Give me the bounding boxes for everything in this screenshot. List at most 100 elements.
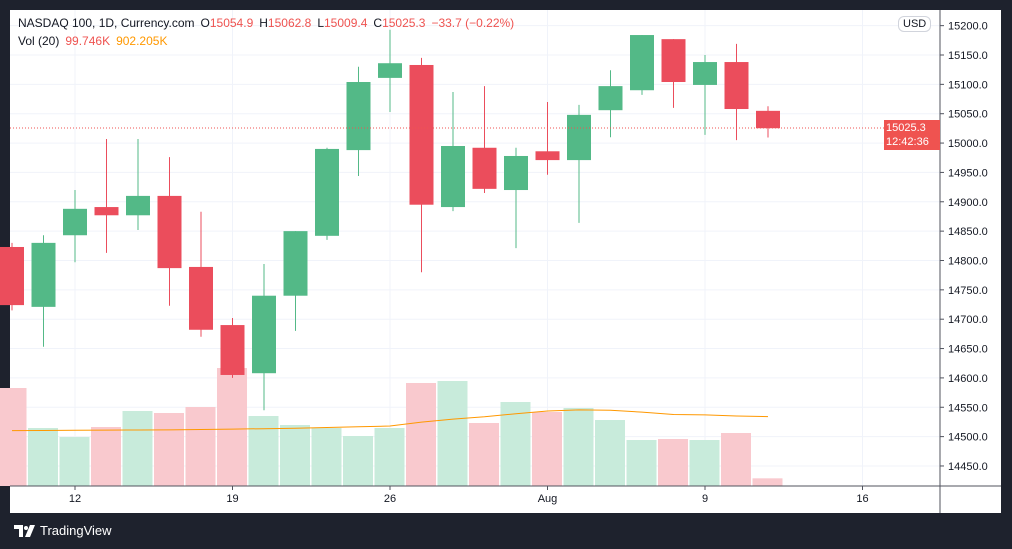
- price-tick-label: 14650.0: [948, 344, 988, 356]
- candle-body: [315, 148, 339, 236]
- candle: [63, 190, 87, 263]
- volume-title[interactable]: Vol (20): [18, 34, 60, 48]
- close-label: C: [373, 16, 383, 30]
- candles: [0, 29, 780, 411]
- close-value: 15025.3: [382, 16, 426, 30]
- candle: [409, 57, 434, 273]
- candle-body: [378, 63, 402, 78]
- ohlc-legend: NASDAQ 100, 1D, Currency.com O15054.9 H150…: [18, 16, 520, 30]
- volume-bar: [374, 428, 405, 486]
- volume-bar: [658, 439, 688, 486]
- volume-bar: [563, 408, 594, 486]
- price-tick-label: 14850.0: [948, 226, 988, 238]
- candle: [31, 235, 56, 347]
- candle-body: [31, 242, 56, 307]
- candle-body: [598, 86, 623, 111]
- tradingview-logo-icon: [14, 524, 35, 537]
- volume-bar: [343, 436, 373, 486]
- time-tick-label: 16: [856, 493, 868, 505]
- last-price-value: 15025.3: [886, 122, 926, 134]
- candle-body: [441, 146, 465, 208]
- candle-body: [0, 246, 24, 306]
- last-price-label: 15025.3 12:42:36: [884, 120, 940, 150]
- time-tick-label: 19: [226, 493, 238, 505]
- volume-bar: [154, 413, 184, 486]
- candle-body: [126, 195, 150, 216]
- price-tick-label: 14800.0: [948, 255, 988, 267]
- low-value: 15009.4: [324, 16, 368, 30]
- volume-bar: [311, 428, 342, 486]
- price-tick-label: 14900.0: [948, 197, 988, 209]
- volume-bar: [500, 402, 531, 486]
- candle: [630, 35, 654, 95]
- candle-body: [94, 207, 119, 216]
- volume-bar: [280, 425, 310, 486]
- volume-bar: [595, 420, 625, 486]
- volume-value: 99.746K: [65, 34, 111, 48]
- candle-body: [630, 35, 654, 91]
- candle-body: [661, 39, 686, 83]
- volume-bar: [721, 433, 751, 486]
- candle: [472, 86, 497, 193]
- price-tick-label: 14450.0: [948, 461, 988, 473]
- candle: [94, 138, 119, 253]
- open-label: O: [200, 16, 210, 30]
- brand-name: TradingView: [40, 523, 112, 538]
- price-tick-label: 14600.0: [948, 373, 988, 385]
- bar-countdown: 12:42:36: [886, 136, 929, 148]
- volume-bar: [248, 416, 279, 486]
- candle: [220, 318, 245, 378]
- candle-body: [63, 208, 87, 236]
- price-tick-label: 14950.0: [948, 167, 988, 179]
- volume-bar: [217, 368, 247, 486]
- candle: [315, 147, 339, 240]
- candle-body: [252, 295, 276, 374]
- volume-bar: [59, 437, 90, 486]
- tradingview-logo[interactable]: TradingView: [14, 523, 112, 538]
- candle: [189, 211, 213, 337]
- price-tick-label: 14500.0: [948, 432, 988, 444]
- volume-bar: [469, 423, 499, 486]
- candle: [756, 106, 780, 138]
- currency-button[interactable]: USD: [898, 16, 932, 32]
- price-tick-label: 14550.0: [948, 402, 988, 414]
- volume-bar: [406, 383, 436, 486]
- candle: [126, 138, 150, 230]
- time-axis[interactable]: 12 19 26 Aug 9 16: [69, 486, 869, 505]
- candle: [252, 264, 276, 411]
- candle: [441, 91, 465, 212]
- high-value: 15062.8: [267, 16, 312, 30]
- price-tick-label: 15200.0: [948, 21, 988, 33]
- volume-bar: [689, 440, 720, 486]
- price-axis[interactable]: 15200.0 15150.0 15100.0 15050.0 15000.0 14950…: [940, 21, 988, 473]
- candle-body: [220, 325, 245, 375]
- candle-body: [724, 62, 749, 110]
- volume-bars: [0, 368, 783, 486]
- volume-bar: [91, 427, 121, 486]
- volume-bar: [752, 478, 783, 486]
- price-tick-label: 15100.0: [948, 79, 988, 91]
- symbol-title[interactable]: NASDAQ 100, 1D, Currency.com: [18, 16, 195, 30]
- volume-bar: [437, 381, 468, 486]
- candle: [378, 29, 402, 112]
- candle-body: [693, 62, 717, 85]
- volume-bar: [626, 440, 657, 486]
- candle: [283, 231, 308, 331]
- candle-body: [189, 266, 213, 330]
- candle: [157, 157, 182, 306]
- candle: [724, 43, 749, 141]
- volume-bar: [532, 412, 562, 486]
- volume-legend: Vol (20) 99.746K 902.205K: [18, 34, 173, 48]
- volume-ma-value: 902.205K: [116, 34, 168, 48]
- candle-body: [472, 147, 497, 189]
- low-label: L: [317, 16, 324, 30]
- time-tick-label: Aug: [538, 493, 558, 505]
- price-tick-label: 15150.0: [948, 50, 988, 62]
- price-tick-label: 14700.0: [948, 314, 988, 326]
- price-tick-label: 15000.0: [948, 138, 988, 150]
- candle-body: [756, 110, 780, 129]
- volume-bar: [28, 428, 58, 486]
- volume-bar: [185, 407, 216, 486]
- candle-body: [535, 151, 560, 161]
